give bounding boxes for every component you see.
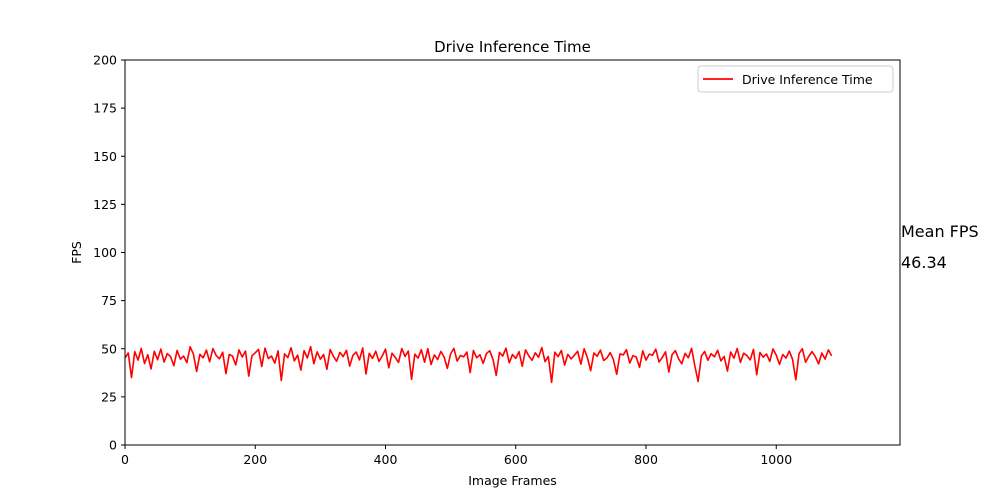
x-tick-label: 200: [243, 452, 267, 467]
series-line-drive-inference-time: [124, 345, 833, 384]
y-tick-label: 50: [101, 341, 117, 356]
axes-frame: [124, 59, 901, 446]
y-tick-label: 200: [93, 53, 117, 68]
x-tick-label: 400: [374, 452, 398, 467]
x-tick-label: 0: [121, 452, 129, 467]
x-axis-ticks: 0 200 400 600 800 1000: [121, 445, 792, 467]
x-tick-label: 800: [634, 452, 658, 467]
plot-area: [124, 345, 833, 384]
mean-fps-label: Mean FPS: [901, 222, 979, 241]
y-tick-label: 25: [101, 389, 117, 404]
chart-title: Drive Inference Time: [434, 38, 591, 56]
mean-fps-value: 46.34: [901, 253, 947, 272]
x-tick-label: 600: [504, 452, 528, 467]
y-axis-label: FPS: [69, 241, 84, 264]
y-tick-label: 175: [93, 101, 117, 116]
x-tick-label: 1000: [760, 452, 792, 467]
legend: Drive Inference Time: [697, 65, 894, 93]
x-axis-label: Image Frames: [468, 473, 557, 488]
y-tick-label: 100: [93, 245, 117, 260]
legend-label-drive-inference-time: Drive Inference Time: [742, 72, 873, 87]
y-tick-label: 150: [93, 149, 117, 164]
y-tick-label: 0: [109, 438, 117, 453]
y-axis-ticks: 0 25 50 75 100 125 150 175 200: [93, 53, 125, 453]
y-tick-label: 75: [101, 293, 117, 308]
y-tick-label: 125: [93, 197, 117, 212]
legend-box: [697, 65, 894, 93]
